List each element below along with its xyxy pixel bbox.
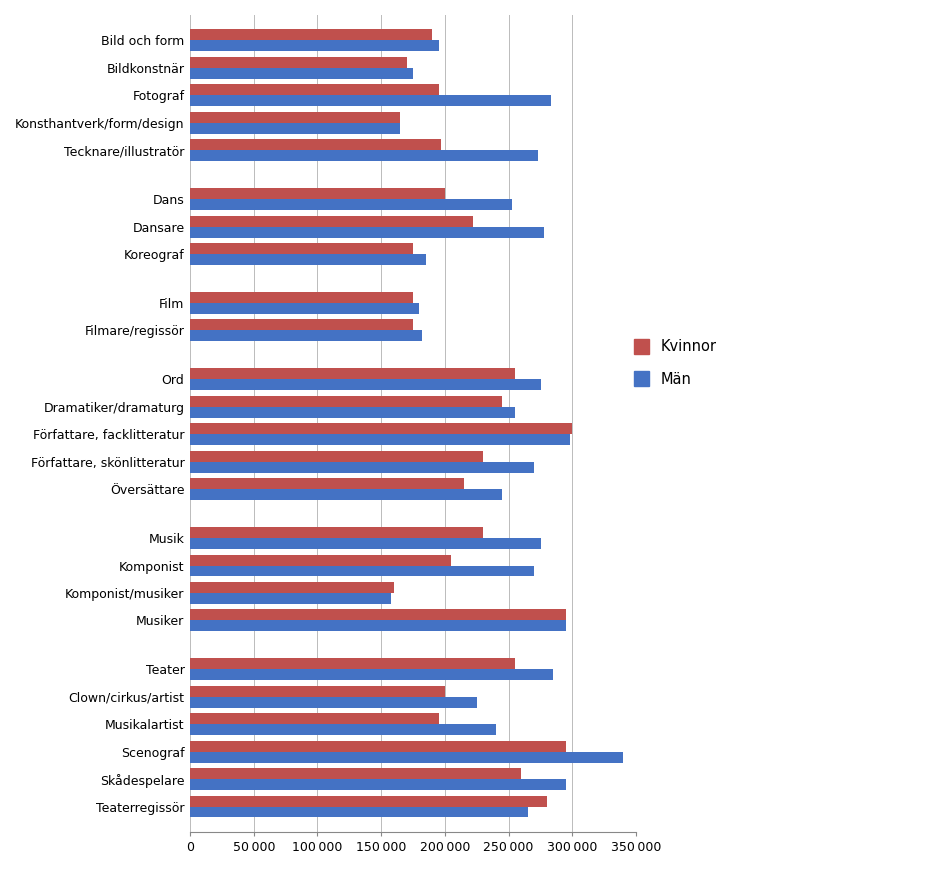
Bar [190, 84, 439, 96]
Bar [190, 139, 441, 150]
Bar [190, 713, 439, 724]
Bar [190, 566, 534, 576]
Bar [190, 659, 515, 669]
Bar [190, 451, 484, 461]
Bar [190, 806, 527, 818]
Bar [190, 779, 566, 790]
Bar [190, 697, 477, 707]
Bar [190, 30, 432, 41]
Bar [190, 189, 445, 199]
Bar [190, 330, 422, 342]
Bar [190, 768, 522, 779]
Bar [190, 150, 538, 161]
Bar [190, 216, 473, 227]
Bar [190, 489, 502, 500]
Bar [190, 41, 439, 51]
Bar [190, 538, 540, 549]
Bar [190, 292, 413, 303]
Bar [190, 243, 413, 254]
Bar [190, 368, 515, 380]
Bar [190, 199, 512, 210]
Bar [190, 434, 570, 445]
Bar [190, 407, 515, 418]
Bar [190, 686, 445, 697]
Bar [190, 724, 496, 735]
Bar [190, 57, 406, 68]
Bar [190, 68, 413, 79]
Bar [190, 527, 484, 538]
Bar [190, 227, 544, 237]
Bar [190, 320, 413, 330]
Bar [190, 795, 547, 806]
Bar [190, 609, 566, 620]
Bar [190, 423, 572, 434]
Bar [190, 254, 426, 265]
Bar [190, 620, 566, 632]
Bar [190, 96, 551, 106]
Bar [190, 669, 553, 680]
Bar [190, 582, 394, 593]
Bar [190, 740, 566, 752]
Bar [190, 752, 623, 763]
Bar [190, 123, 400, 134]
Bar [190, 303, 419, 314]
Bar [190, 478, 464, 489]
Legend: Kvinnor, Män: Kvinnor, Män [629, 333, 723, 393]
Bar [190, 554, 451, 566]
Bar [190, 593, 392, 604]
Bar [190, 396, 502, 407]
Bar [190, 112, 400, 123]
Bar [190, 461, 534, 473]
Bar [190, 380, 540, 390]
